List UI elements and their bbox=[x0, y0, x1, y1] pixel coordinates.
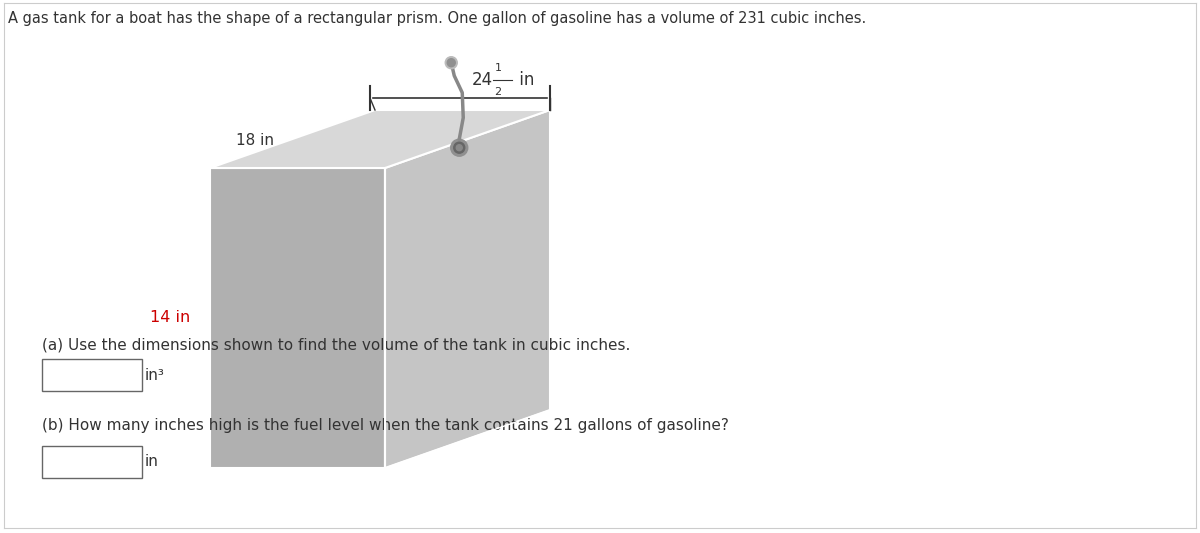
Bar bbox=[42, 446, 142, 478]
Text: in: in bbox=[145, 455, 158, 470]
Text: (a) Use the dimensions shown to find the volume of the tank in cubic inches.: (a) Use the dimensions shown to find the… bbox=[42, 338, 630, 353]
Bar bbox=[42, 359, 142, 391]
Polygon shape bbox=[210, 110, 550, 168]
Circle shape bbox=[456, 144, 462, 151]
Circle shape bbox=[451, 139, 468, 156]
Text: in³: in³ bbox=[145, 367, 164, 383]
Circle shape bbox=[445, 56, 457, 69]
Text: 2: 2 bbox=[494, 87, 502, 97]
Circle shape bbox=[454, 142, 464, 153]
Circle shape bbox=[448, 59, 455, 67]
Text: 1: 1 bbox=[494, 63, 502, 73]
Text: 14 in: 14 in bbox=[150, 311, 190, 326]
Polygon shape bbox=[385, 110, 550, 468]
Text: (b) How many inches high is the fuel level when the tank contains 21 gallons of : (b) How many inches high is the fuel lev… bbox=[42, 418, 728, 433]
Text: 18 in: 18 in bbox=[236, 133, 274, 148]
Polygon shape bbox=[210, 168, 385, 468]
Text: in: in bbox=[515, 71, 535, 89]
Text: A gas tank for a boat has the shape of a rectangular prism. One gallon of gasoli: A gas tank for a boat has the shape of a… bbox=[8, 11, 866, 26]
Text: 24: 24 bbox=[472, 71, 492, 89]
